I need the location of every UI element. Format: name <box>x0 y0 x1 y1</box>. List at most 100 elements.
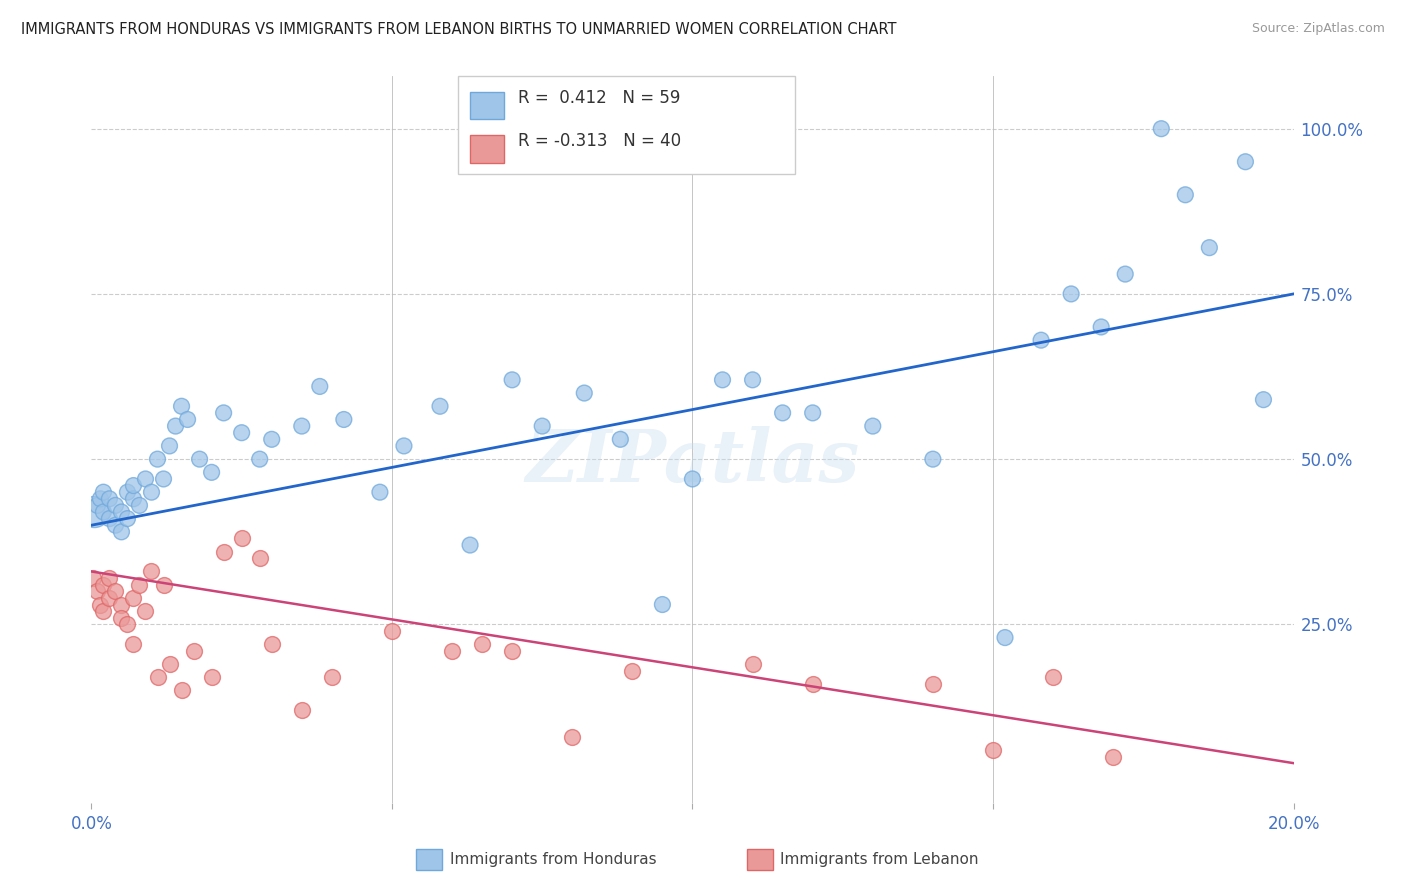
Point <box>249 452 271 467</box>
Point <box>801 677 824 691</box>
Point <box>501 644 523 658</box>
Text: Source: ZipAtlas.com: Source: ZipAtlas.com <box>1251 22 1385 36</box>
Bar <box>416 848 443 871</box>
Point <box>922 677 945 691</box>
Point <box>122 478 145 492</box>
Point <box>98 571 121 585</box>
Text: R =  0.412   N = 59: R = 0.412 N = 59 <box>519 88 681 107</box>
Point <box>134 604 156 618</box>
Point <box>98 511 121 525</box>
FancyBboxPatch shape <box>458 76 794 174</box>
Point <box>651 598 673 612</box>
Text: R = -0.313   N = 40: R = -0.313 N = 40 <box>519 132 682 150</box>
Point <box>98 491 121 506</box>
Point <box>1042 670 1064 684</box>
Point <box>159 439 181 453</box>
Point <box>176 412 198 426</box>
Point <box>561 730 583 744</box>
Point <box>471 637 494 651</box>
Point <box>93 485 115 500</box>
Point <box>89 491 111 506</box>
Point <box>141 485 163 500</box>
Point <box>994 631 1017 645</box>
Point <box>772 406 794 420</box>
Point <box>165 419 187 434</box>
Point <box>152 578 174 592</box>
Point <box>621 664 644 678</box>
Point <box>110 505 132 519</box>
Text: ZIPatlas: ZIPatlas <box>526 425 859 497</box>
Point <box>122 491 145 506</box>
Bar <box>470 136 503 163</box>
Point <box>801 406 824 420</box>
Point <box>1198 241 1220 255</box>
Point <box>201 466 224 480</box>
Point <box>249 551 271 566</box>
Point <box>201 670 224 684</box>
Point <box>134 472 156 486</box>
Point <box>141 565 163 579</box>
Point <box>741 657 763 671</box>
Point <box>321 670 343 684</box>
Point <box>429 399 451 413</box>
Point <box>86 499 108 513</box>
Point <box>368 485 391 500</box>
Point <box>291 419 314 434</box>
Point <box>922 452 945 467</box>
Text: IMMIGRANTS FROM HONDURAS VS IMMIGRANTS FROM LEBANON BIRTHS TO UNMARRIED WOMEN CO: IMMIGRANTS FROM HONDURAS VS IMMIGRANTS F… <box>21 22 897 37</box>
Point <box>89 598 111 612</box>
Point <box>231 425 253 440</box>
Point <box>122 591 145 605</box>
Point <box>231 532 253 546</box>
Point <box>381 624 404 638</box>
Point <box>1234 154 1257 169</box>
Point <box>531 419 554 434</box>
Point <box>1253 392 1275 407</box>
Point <box>981 743 1004 757</box>
Point <box>104 584 127 599</box>
Point <box>212 406 235 420</box>
Point <box>1102 749 1125 764</box>
Point <box>741 373 763 387</box>
Point <box>128 578 150 592</box>
Point <box>110 598 132 612</box>
Point <box>170 399 193 413</box>
Point <box>1174 187 1197 202</box>
Point <box>170 683 193 698</box>
Point <box>128 499 150 513</box>
Point <box>212 544 235 558</box>
Point <box>1150 121 1173 136</box>
Point <box>183 644 205 658</box>
Point <box>110 611 132 625</box>
Point <box>574 386 596 401</box>
Point <box>681 472 703 486</box>
Point <box>93 578 115 592</box>
Point <box>98 591 121 605</box>
Point <box>501 373 523 387</box>
Point <box>159 657 181 671</box>
Point <box>104 499 127 513</box>
Bar <box>747 848 773 871</box>
Point <box>146 670 169 684</box>
Point <box>93 604 115 618</box>
Point <box>458 538 481 552</box>
Point <box>260 637 283 651</box>
Point <box>1029 333 1052 347</box>
Point <box>152 472 174 486</box>
Point <box>308 379 330 393</box>
Point <box>1114 267 1136 281</box>
Text: Immigrants from Lebanon: Immigrants from Lebanon <box>780 852 979 867</box>
Point <box>146 452 169 467</box>
Text: Immigrants from Honduras: Immigrants from Honduras <box>450 852 657 867</box>
Point <box>333 412 356 426</box>
Point <box>1060 287 1083 301</box>
Point <box>83 505 105 519</box>
Point <box>104 518 127 533</box>
Point <box>86 584 108 599</box>
Point <box>862 419 884 434</box>
Point <box>440 644 463 658</box>
Point <box>117 511 139 525</box>
Point <box>117 617 139 632</box>
Point <box>122 637 145 651</box>
Point <box>609 433 631 447</box>
